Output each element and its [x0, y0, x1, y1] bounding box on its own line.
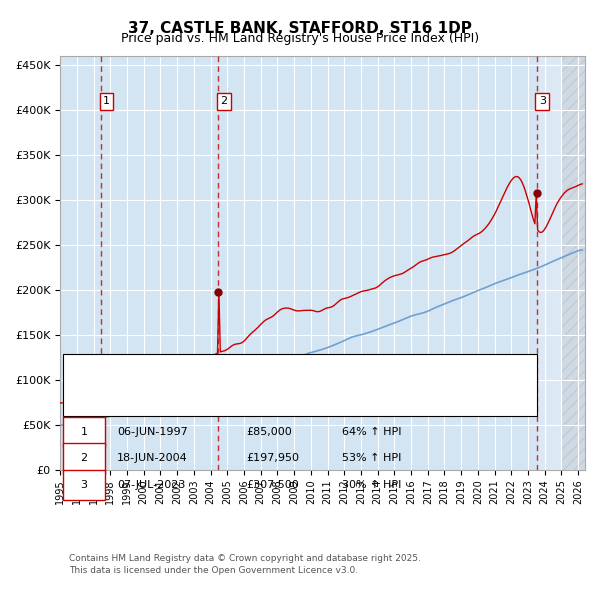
- Text: 64% ↑ HPI: 64% ↑ HPI: [342, 427, 401, 437]
- Text: 3: 3: [80, 480, 88, 490]
- Text: £197,950: £197,950: [246, 454, 299, 463]
- Text: 1: 1: [103, 96, 110, 106]
- Text: 18-JUN-2004: 18-JUN-2004: [117, 454, 188, 463]
- Text: 37, CASTLE BANK, STAFFORD, ST16 1DP: 37, CASTLE BANK, STAFFORD, ST16 1DP: [128, 21, 472, 35]
- Bar: [562, 56, 585, 470]
- Text: 2: 2: [80, 454, 88, 463]
- Text: £307,500: £307,500: [246, 480, 299, 490]
- Text: 37, CASTLE BANK, STAFFORD, ST16 1DP (semi-detached house): 37, CASTLE BANK, STAFFORD, ST16 1DP (sem…: [132, 373, 465, 382]
- Text: HPI: Average price, semi-detached house, Stafford: HPI: Average price, semi-detached house,…: [132, 394, 395, 403]
- Text: 53% ↑ HPI: 53% ↑ HPI: [342, 454, 401, 463]
- Text: 1: 1: [80, 427, 88, 437]
- Text: £85,000: £85,000: [246, 427, 292, 437]
- Text: 30% ↑ HPI: 30% ↑ HPI: [342, 480, 401, 490]
- Text: Price paid vs. HM Land Registry's House Price Index (HPI): Price paid vs. HM Land Registry's House …: [121, 32, 479, 45]
- Bar: [218, 56, 536, 470]
- Text: 2: 2: [221, 96, 227, 106]
- Text: 06-JUN-1997: 06-JUN-1997: [117, 427, 188, 437]
- Bar: [60, 56, 101, 470]
- Text: 07-JUL-2023: 07-JUL-2023: [117, 480, 185, 490]
- Text: Contains HM Land Registry data © Crown copyright and database right 2025.
This d: Contains HM Land Registry data © Crown c…: [69, 554, 421, 575]
- Text: 3: 3: [539, 96, 546, 106]
- Bar: [101, 56, 218, 470]
